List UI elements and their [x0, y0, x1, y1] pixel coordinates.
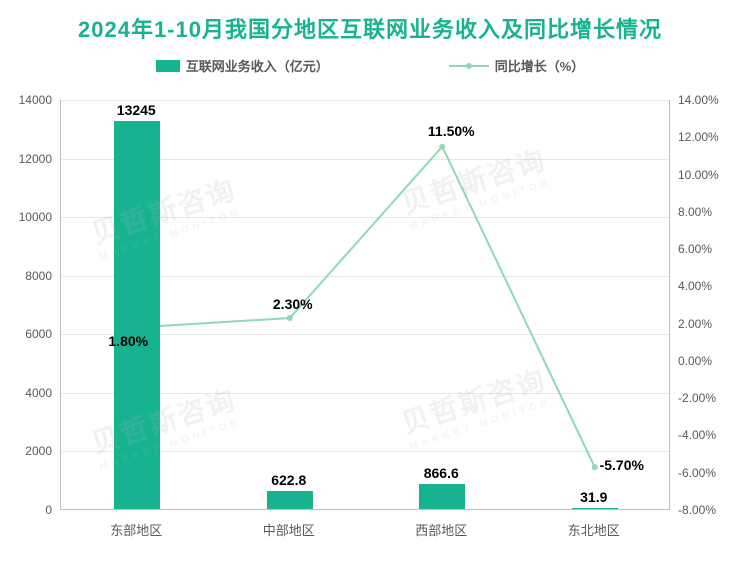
legend-item-growth: 同比增长（%）	[449, 56, 585, 75]
growth-value-label: 11.50%	[428, 123, 475, 139]
growth-value-label: 2.30%	[273, 296, 313, 312]
x-tick-label: 东部地区	[110, 520, 162, 539]
y2-tick-label: -2.00%	[678, 391, 716, 405]
y1-tick-label: 12000	[0, 152, 52, 166]
y2-tick-label: 2.00%	[678, 317, 712, 331]
plot-area	[60, 100, 670, 510]
legend: 互联网业务收入（亿元） 同比增长（%）	[0, 56, 740, 75]
y1-tick-label: 10000	[0, 210, 52, 224]
growth-marker	[592, 464, 598, 470]
y2-tick-label: 4.00%	[678, 279, 712, 293]
y1-tick-label: 4000	[0, 386, 52, 400]
bar-value-label: 13245	[117, 102, 156, 118]
y2-tick-label: 8.00%	[678, 205, 712, 219]
y2-tick-label: -4.00%	[678, 428, 716, 442]
y2-tick-label: 10.00%	[678, 168, 719, 182]
legend-label-revenue: 互联网业务收入（亿元）	[186, 56, 329, 75]
y1-tick-label: 6000	[0, 327, 52, 341]
y1-tick-label: 14000	[0, 93, 52, 107]
growth-marker	[439, 144, 445, 150]
y1-tick-label: 2000	[0, 444, 52, 458]
bar-value-label: 31.9	[580, 489, 607, 505]
legend-item-revenue: 互联网业务收入（亿元）	[156, 56, 329, 75]
y1-tick-label: 0	[0, 503, 52, 517]
y2-tick-label: 6.00%	[678, 242, 712, 256]
y2-tick-label: -6.00%	[678, 466, 716, 480]
x-tick-label: 东北地区	[568, 520, 620, 539]
growth-line	[137, 147, 595, 468]
y2-tick-label: 14.00%	[678, 93, 719, 107]
growth-value-label: 1.80%	[108, 333, 148, 349]
bar-value-label: 622.8	[271, 472, 306, 488]
chart-title: 2024年1-10月我国分地区互联网业务收入及同比增长情况	[0, 0, 740, 44]
y2-tick-label: -8.00%	[678, 503, 716, 517]
y2-tick-label: 12.00%	[678, 130, 719, 144]
legend-label-growth: 同比增长（%）	[495, 56, 585, 75]
bar	[267, 491, 313, 509]
x-tick-label: 中部地区	[263, 520, 315, 539]
y1-tick-label: 8000	[0, 269, 52, 283]
bar	[572, 508, 618, 509]
legend-swatch-line	[449, 65, 489, 67]
y2-tick-label: 0.00%	[678, 354, 712, 368]
legend-swatch-bar	[156, 60, 180, 72]
growth-marker	[287, 315, 293, 321]
bar	[114, 121, 160, 509]
growth-value-label: -5.70%	[600, 457, 644, 473]
x-tick-label: 西部地区	[415, 520, 467, 539]
bar-value-label: 866.6	[424, 465, 459, 481]
bar	[419, 484, 465, 509]
